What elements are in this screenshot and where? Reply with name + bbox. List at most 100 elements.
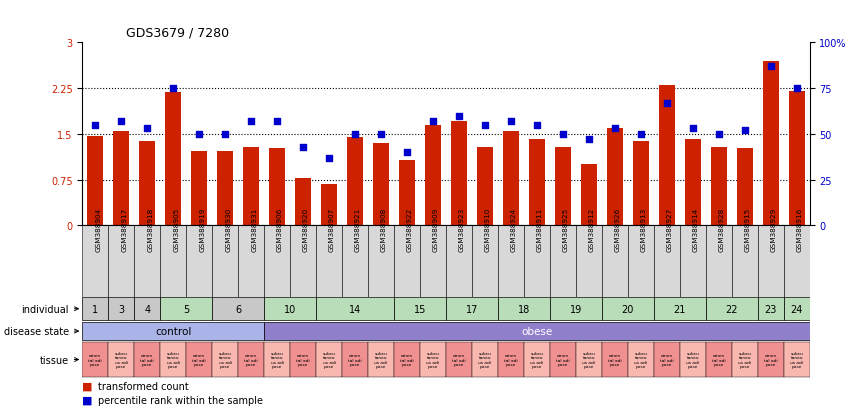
Text: omen
tal adi
pose: omen tal adi pose [556, 354, 570, 366]
FancyBboxPatch shape [316, 298, 394, 320]
Text: 20: 20 [622, 304, 634, 314]
Point [738, 128, 752, 134]
Point [478, 122, 492, 129]
Text: omen
tal adi
pose: omen tal adi pose [140, 354, 154, 366]
FancyBboxPatch shape [316, 342, 342, 377]
FancyBboxPatch shape [316, 226, 342, 297]
Bar [321, 185, 337, 226]
Point [556, 131, 570, 138]
Point [114, 119, 128, 125]
Text: omen
tal adi
pose: omen tal adi pose [192, 354, 206, 366]
Text: subcu
taneo
us adi
pose: subcu taneo us adi pose [738, 351, 752, 368]
Text: GSM388904: GSM388904 [95, 207, 101, 252]
Point [426, 119, 440, 125]
Text: omen
tal adi
pose: omen tal adi pose [400, 354, 414, 366]
FancyBboxPatch shape [732, 226, 758, 297]
FancyBboxPatch shape [160, 226, 186, 297]
Text: 17: 17 [466, 304, 478, 314]
Text: GSM388930: GSM388930 [225, 207, 231, 252]
Point [790, 85, 804, 92]
FancyBboxPatch shape [134, 342, 160, 377]
FancyBboxPatch shape [212, 226, 238, 297]
Text: tissue: tissue [40, 355, 79, 365]
Text: subcu
taneo
us adi
pose: subcu taneo us adi pose [790, 351, 804, 368]
FancyBboxPatch shape [238, 342, 264, 377]
Bar [581, 165, 597, 226]
FancyBboxPatch shape [186, 342, 212, 377]
FancyBboxPatch shape [420, 226, 446, 297]
FancyBboxPatch shape [134, 226, 160, 297]
FancyBboxPatch shape [368, 342, 394, 377]
Text: GSM388911: GSM388911 [537, 207, 543, 252]
Text: subcu
taneo
us adi
pose: subcu taneo us adi pose [426, 351, 440, 368]
FancyBboxPatch shape [628, 226, 654, 297]
Text: 22: 22 [726, 304, 738, 314]
Point [608, 126, 622, 133]
Text: omen
tal adi
pose: omen tal adi pose [452, 354, 466, 366]
Bar [399, 161, 415, 226]
Text: ■: ■ [82, 395, 93, 405]
Bar [295, 178, 311, 226]
Point [400, 150, 414, 156]
Text: subcu
taneo
us adi
pose: subcu taneo us adi pose [478, 351, 492, 368]
FancyBboxPatch shape [472, 342, 498, 377]
Text: GSM388909: GSM388909 [433, 207, 439, 252]
FancyBboxPatch shape [134, 298, 160, 320]
FancyBboxPatch shape [654, 342, 680, 377]
FancyBboxPatch shape [524, 226, 550, 297]
Bar [451, 121, 467, 226]
Point [296, 144, 310, 151]
Text: GSM388917: GSM388917 [121, 207, 127, 252]
FancyBboxPatch shape [394, 342, 420, 377]
Text: GSM388912: GSM388912 [589, 207, 595, 252]
FancyBboxPatch shape [108, 298, 134, 320]
FancyBboxPatch shape [576, 342, 602, 377]
FancyBboxPatch shape [342, 226, 368, 297]
Text: GSM388922: GSM388922 [407, 207, 413, 252]
Text: subcu
taneo
us adi
pose: subcu taneo us adi pose [322, 351, 336, 368]
FancyBboxPatch shape [498, 342, 524, 377]
Text: 4: 4 [144, 304, 151, 314]
FancyBboxPatch shape [550, 226, 576, 297]
FancyBboxPatch shape [784, 342, 810, 377]
Bar [607, 128, 623, 226]
Bar [373, 144, 389, 226]
Text: subcu
taneo
us adi
pose: subcu taneo us adi pose [582, 351, 596, 368]
Text: subcu
taneo
us adi
pose: subcu taneo us adi pose [270, 351, 284, 368]
Text: 1: 1 [92, 304, 99, 314]
Bar [165, 93, 181, 226]
Text: 23: 23 [765, 304, 777, 314]
Point [88, 122, 102, 129]
Point [530, 122, 544, 129]
FancyBboxPatch shape [602, 298, 654, 320]
Text: percentile rank within the sample: percentile rank within the sample [98, 395, 263, 405]
Text: omen
tal adi
pose: omen tal adi pose [660, 354, 674, 366]
Text: GSM388916: GSM388916 [797, 207, 803, 252]
FancyBboxPatch shape [498, 298, 550, 320]
Text: GSM388929: GSM388929 [771, 207, 777, 252]
Text: omen
tal adi
pose: omen tal adi pose [348, 354, 362, 366]
Bar [763, 62, 779, 226]
FancyBboxPatch shape [446, 342, 472, 377]
Bar [269, 149, 285, 226]
FancyBboxPatch shape [160, 342, 186, 377]
FancyBboxPatch shape [290, 226, 316, 297]
Point [322, 155, 336, 161]
FancyBboxPatch shape [602, 342, 628, 377]
Text: GSM388915: GSM388915 [745, 207, 751, 252]
Text: subcu
taneo
us adi
pose: subcu taneo us adi pose [686, 351, 700, 368]
Text: GSM388927: GSM388927 [667, 207, 673, 252]
Bar [737, 149, 753, 226]
FancyBboxPatch shape [784, 298, 810, 320]
Text: GSM388907: GSM388907 [329, 207, 335, 252]
Point [582, 137, 596, 143]
Text: GSM388931: GSM388931 [251, 207, 257, 252]
Text: omen
tal adi
pose: omen tal adi pose [504, 354, 518, 366]
FancyBboxPatch shape [706, 298, 758, 320]
FancyBboxPatch shape [706, 226, 732, 297]
FancyBboxPatch shape [290, 342, 316, 377]
Bar [87, 136, 103, 226]
Text: GSM388924: GSM388924 [511, 207, 517, 252]
Text: 19: 19 [570, 304, 582, 314]
Point [686, 126, 700, 133]
